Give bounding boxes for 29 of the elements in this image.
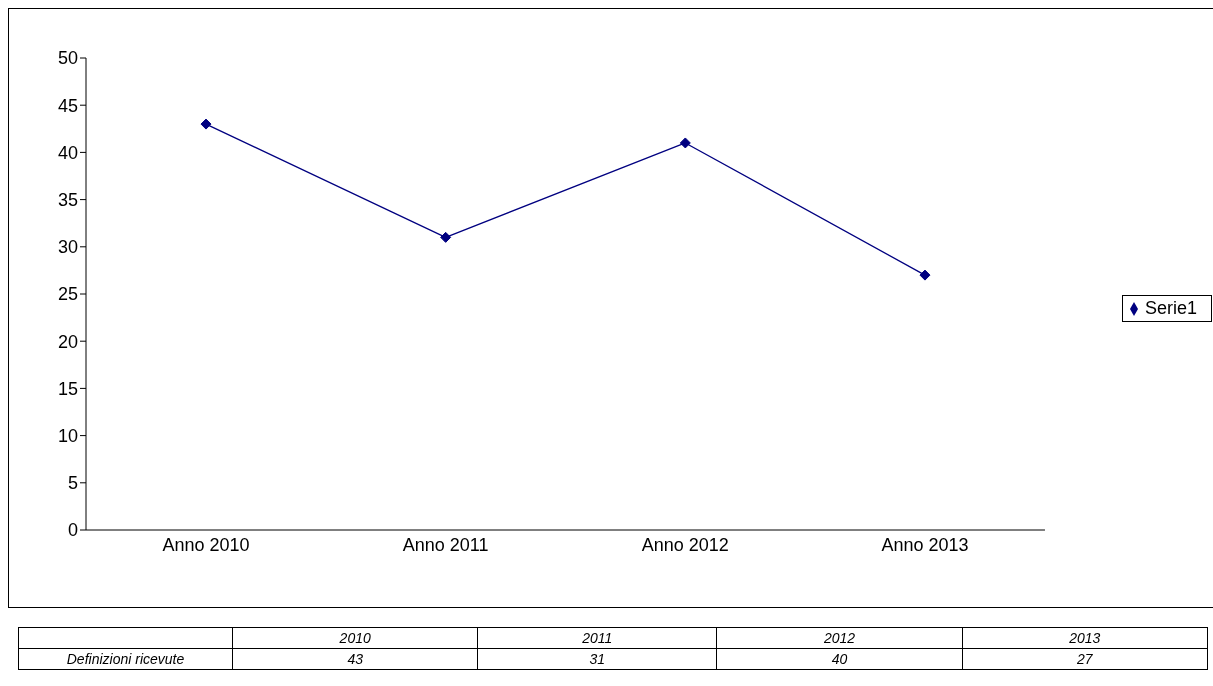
y-tick-label: 50 [57, 48, 78, 69]
x-tick-label: Anno 2013 [881, 534, 969, 555]
y-tick-label: 40 [57, 142, 78, 163]
text: 27 [962, 648, 1208, 670]
text: 2013 [962, 627, 1208, 649]
x-tick-label: Anno 2010 [162, 534, 250, 555]
text: 31 [477, 648, 717, 670]
text: 40 [716, 648, 963, 670]
point [919, 269, 931, 281]
point [440, 231, 452, 243]
y-tick-label: 0 [67, 520, 78, 541]
y-tick-label: 15 [57, 378, 78, 399]
y-tick-label: 35 [57, 189, 78, 210]
y-tick-label: 20 [57, 331, 78, 352]
text: 2011 [477, 627, 717, 649]
text: 43 [232, 648, 478, 670]
y-tick-label: 30 [57, 237, 78, 258]
point [679, 137, 691, 149]
text: 2012 [716, 627, 963, 649]
y-tick-label: 10 [57, 425, 78, 446]
point [200, 118, 212, 130]
text: 2010 [232, 627, 478, 649]
x-tick-label: Anno 2012 [641, 534, 729, 555]
y-tick-label: 45 [57, 95, 78, 116]
y-tick-label: 5 [67, 473, 78, 494]
y-tick-label: 25 [57, 284, 78, 305]
text: Definizioni ricevute [18, 648, 233, 670]
legend-label: Serie1 [1144, 297, 1197, 318]
x-tick-label: Anno 2011 [402, 534, 489, 555]
